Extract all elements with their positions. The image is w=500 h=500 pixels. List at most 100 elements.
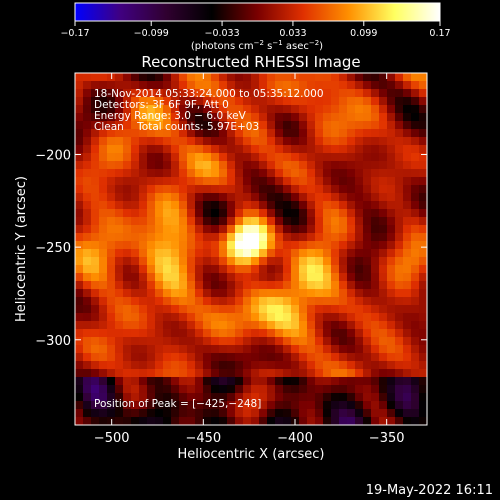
heatmap-cell (411, 193, 420, 202)
heatmap-cell (347, 273, 356, 282)
heatmap-cell (315, 361, 324, 370)
heatmap-cell (307, 353, 316, 362)
heatmap-cell (163, 121, 172, 130)
heatmap-cell (107, 177, 116, 186)
heatmap-cell (275, 305, 284, 314)
x-axis: −500 −450 −400 −350 (94, 73, 405, 446)
heatmap-cell (155, 177, 164, 186)
heatmap-cell (339, 233, 348, 242)
heatmap-cell (147, 281, 156, 290)
heatmap-cell (203, 345, 212, 354)
heatmap-cell (203, 305, 212, 314)
heatmap-cell (251, 161, 260, 170)
heatmap-cell (387, 129, 396, 138)
heatmap-cell (163, 273, 172, 282)
heatmap-cell (107, 369, 116, 378)
heatmap-cell (395, 321, 404, 330)
heatmap-cell (347, 393, 356, 402)
heatmap-cell (179, 185, 188, 194)
heatmap-cell (299, 257, 308, 266)
heatmap-cell (187, 417, 196, 425)
heatmap-cell (259, 129, 268, 138)
heatmap-cell (227, 113, 236, 122)
heatmap-cell (307, 249, 316, 258)
heatmap-cell (131, 305, 140, 314)
heatmap-cell (139, 129, 148, 138)
heatmap-cell (179, 369, 188, 378)
heatmap-cell (299, 313, 308, 322)
heatmap-cell (75, 281, 84, 290)
heatmap-cell (83, 97, 92, 106)
heatmap-cell (163, 201, 172, 210)
heatmap-cell (243, 209, 252, 218)
heatmap-cell (163, 153, 172, 162)
heatmap-cell (243, 257, 252, 266)
heatmap-cell (91, 113, 100, 122)
heatmap-cell (203, 81, 212, 90)
heatmap-cell (267, 129, 276, 138)
heatmap-cell (211, 201, 220, 210)
heatmap-cell (387, 353, 396, 362)
heatmap-cell (371, 361, 380, 370)
heatmap-cell (203, 329, 212, 338)
heatmap-cell (355, 361, 364, 370)
heatmap-cell (219, 209, 228, 218)
heatmap-cell (291, 129, 300, 138)
heatmap-cell (163, 169, 172, 178)
heatmap-cell (371, 209, 380, 218)
heatmap-cell (355, 81, 364, 90)
heatmap-cell (379, 97, 388, 106)
heatmap-cell (267, 201, 276, 210)
heatmap-cell (171, 177, 180, 186)
heatmap-cell (187, 105, 196, 114)
heatmap-cell (139, 137, 148, 146)
heatmap-cell (83, 121, 92, 130)
heatmap-cell (131, 417, 140, 425)
heatmap-cell (403, 329, 412, 338)
heatmap-cell (323, 193, 332, 202)
heatmap-cell (371, 369, 380, 378)
heatmap-cell (211, 105, 220, 114)
heatmap-cell (299, 377, 308, 386)
heatmap-cell (259, 161, 268, 170)
heatmap-cell (331, 161, 340, 170)
heatmap-cell (99, 121, 108, 130)
heatmap-cell (195, 89, 204, 98)
heatmap-cell (275, 249, 284, 258)
heatmap-cell (107, 329, 116, 338)
heatmap-cell (227, 241, 236, 250)
x-tick-label: −450 (185, 431, 221, 446)
heatmap-cell (195, 273, 204, 282)
heatmap-cell (331, 129, 340, 138)
heatmap-cell (323, 241, 332, 250)
heatmap-cell (91, 209, 100, 218)
y-tick-label: −200 (35, 149, 71, 164)
heatmap-cell (283, 337, 292, 346)
heatmap-cell (107, 193, 116, 202)
heatmap-cell (131, 361, 140, 370)
heatmap-cell (395, 265, 404, 274)
heatmap-cell (315, 249, 324, 258)
heatmap-cell (371, 113, 380, 122)
heatmap-cell (163, 225, 172, 234)
heatmap-cell (411, 281, 420, 290)
heatmap-cell (219, 225, 228, 234)
heatmap-cell (155, 345, 164, 354)
heatmap-cell (203, 273, 212, 282)
heatmap-cell (347, 177, 356, 186)
heatmap-cell (315, 73, 324, 82)
heatmap-cell (251, 385, 260, 394)
heatmap-cell (107, 337, 116, 346)
heatmap-cell (75, 113, 84, 122)
heatmap-cell (347, 73, 356, 82)
heatmap-cell (395, 161, 404, 170)
heatmap-cell (395, 97, 404, 106)
heatmap-cell (403, 145, 412, 154)
heatmap-cell (259, 249, 268, 258)
heatmap-cell (355, 305, 364, 314)
heatmap-cell (323, 393, 332, 402)
heatmap-cell (203, 289, 212, 298)
heatmap-cell (147, 137, 156, 146)
heatmap-cell (259, 89, 268, 98)
heatmap-cell (259, 337, 268, 346)
